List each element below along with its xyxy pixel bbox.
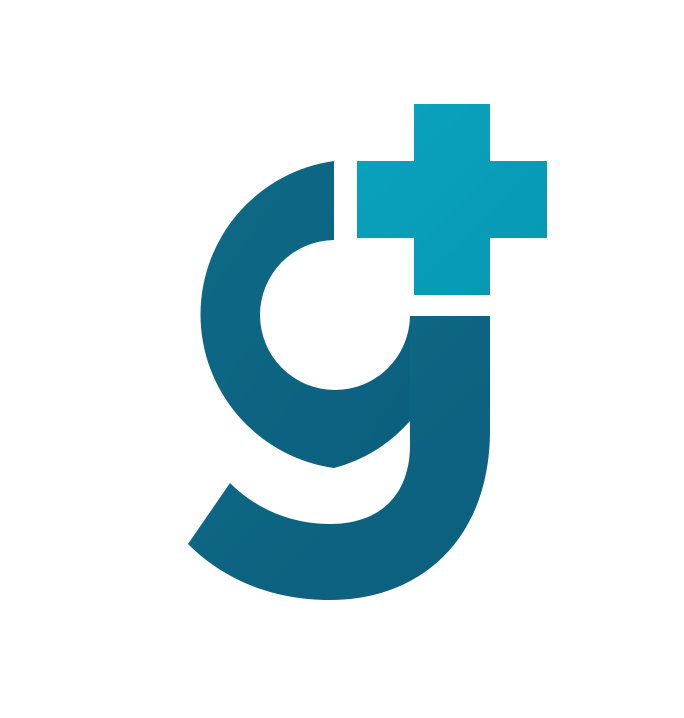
letter-g-icon bbox=[188, 161, 490, 600]
plus-icon bbox=[357, 104, 547, 295]
